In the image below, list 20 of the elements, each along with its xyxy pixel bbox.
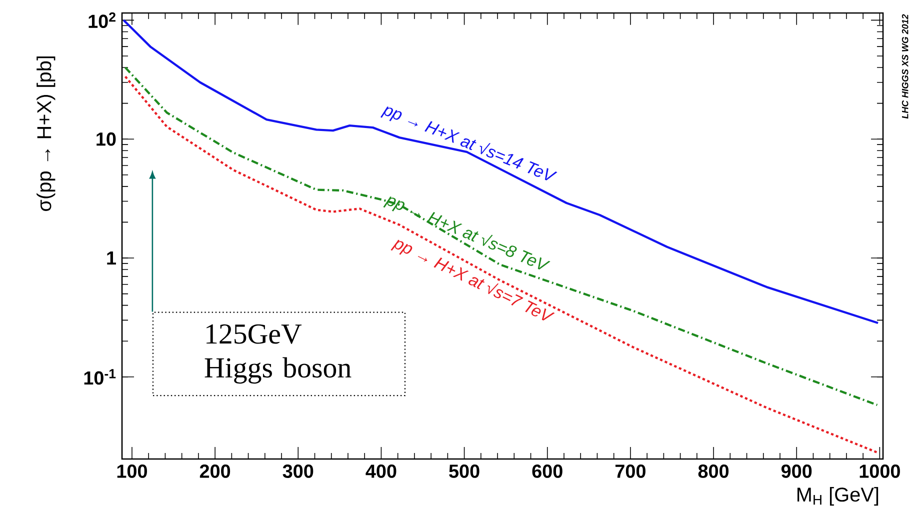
text: LHC HIGGS XS WG 2012	[902, 14, 908, 119]
x-tick-label: 900	[781, 464, 812, 478]
x-tick-label: 600	[532, 464, 562, 478]
x-tick-label: 200	[200, 464, 230, 478]
x-tick-label: 300	[282, 464, 314, 478]
y-tick-label: 10$^{-1}$	[84, 369, 116, 385]
x-tick-label: 500	[449, 464, 480, 478]
x-tick-label: 800	[698, 464, 729, 478]
x-axis-title: M$_{H}$ [GeV]	[797, 487, 878, 506]
annotation: 125GeV Higgs boson	[204, 324, 352, 384]
y-tick-label: 10$^{2}$	[88, 12, 116, 28]
x-tick-label: 1000	[860, 464, 900, 478]
text: pp → H+X at √s=14 TeV	[380, 106, 558, 180]
y-tick-label: 1	[107, 252, 116, 265]
x-tick-label: 100	[117, 464, 147, 478]
y-tick-label: 10	[96, 132, 116, 146]
x-tick-label: 400	[366, 464, 396, 478]
y-axis-title: σ(pp → H+X) [pb]	[36, 56, 56, 211]
line-series	[122, 19, 880, 324]
x-tick-label: 700	[615, 464, 646, 478]
